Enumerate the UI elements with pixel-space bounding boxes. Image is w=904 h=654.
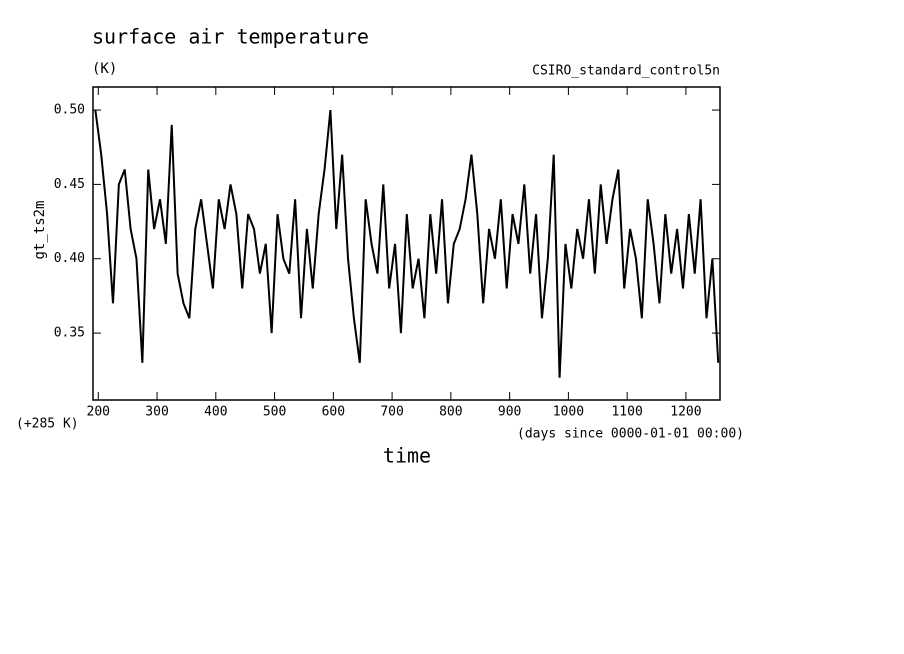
- x-tick-label: 800: [439, 405, 462, 420]
- x-tick-label: 900: [498, 405, 521, 420]
- x-axis-label: time: [383, 444, 431, 468]
- x-tick-label: 1200: [670, 405, 701, 420]
- y-axis-label: gt_ts2m: [32, 200, 48, 259]
- x-tick-label: 300: [145, 405, 168, 420]
- x-units-label: (days since 0000-01-01 00:00): [517, 427, 744, 442]
- x-tick-label: 700: [380, 405, 403, 420]
- y-tick-label: 0.45: [54, 177, 85, 192]
- x-tick-label: 600: [322, 405, 345, 420]
- y-tick-label: 0.50: [54, 103, 85, 118]
- annotation: CSIRO_standard_control5n: [532, 64, 720, 79]
- x-tick-label: 400: [204, 405, 227, 420]
- y-offset-label: (+285 K): [16, 417, 79, 432]
- x-tick-label: 1000: [553, 405, 584, 420]
- chart-subtitle: (K): [92, 61, 117, 77]
- x-tick-label: 1100: [611, 405, 642, 420]
- y-tick-label: 0.35: [54, 326, 85, 341]
- x-tick-label: 200: [87, 405, 110, 420]
- chart-title: surface air temperature: [92, 25, 369, 49]
- x-tick-label: 500: [263, 405, 286, 420]
- y-tick-label: 0.40: [54, 251, 85, 266]
- data-line: [94, 109, 720, 378]
- plot-frame: [92, 86, 721, 401]
